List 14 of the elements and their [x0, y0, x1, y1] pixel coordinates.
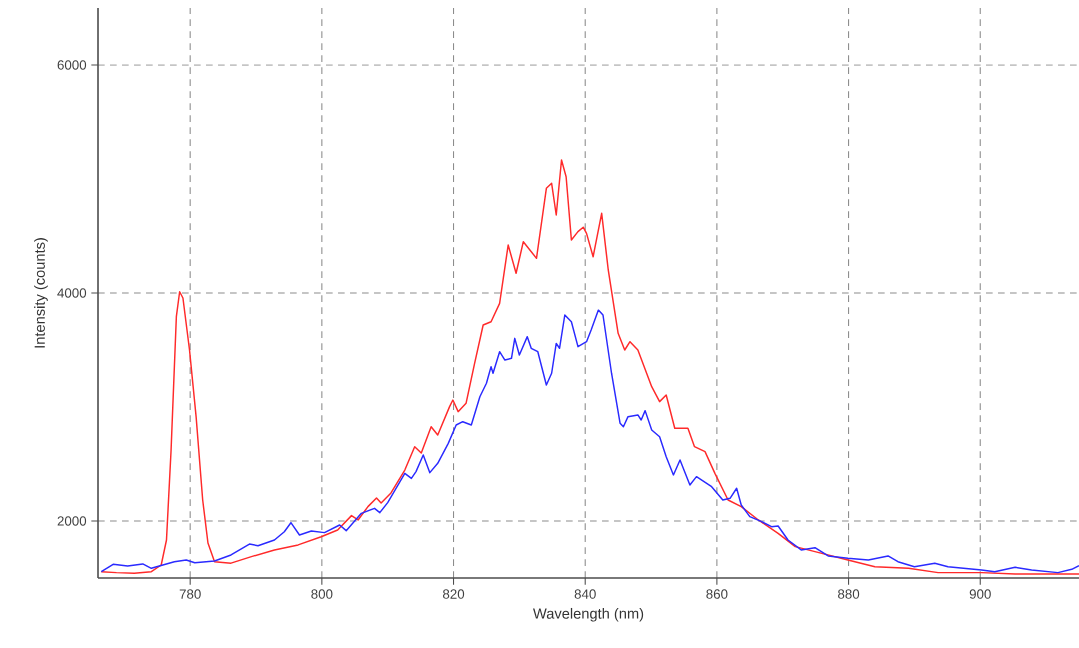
x-tick-label: 820 [443, 589, 465, 599]
y-tick-label: 4000 [57, 288, 87, 298]
x-tick-label: 900 [969, 589, 991, 599]
x-tick-label: 840 [574, 589, 596, 599]
x-axis-title: Wavelength (nm) [533, 607, 644, 622]
line-series [100, 159, 1079, 575]
x-tick-label: 800 [311, 589, 333, 599]
x-tick-label: 780 [179, 589, 201, 599]
y-tick-label: 6000 [57, 60, 87, 70]
x-tick-label: 860 [706, 589, 728, 599]
line-series [100, 309, 1079, 574]
y-tick-label: 2000 [57, 516, 87, 526]
y-axis-title: Intensity (counts) [34, 238, 48, 348]
x-tick-label: 880 [838, 589, 860, 599]
